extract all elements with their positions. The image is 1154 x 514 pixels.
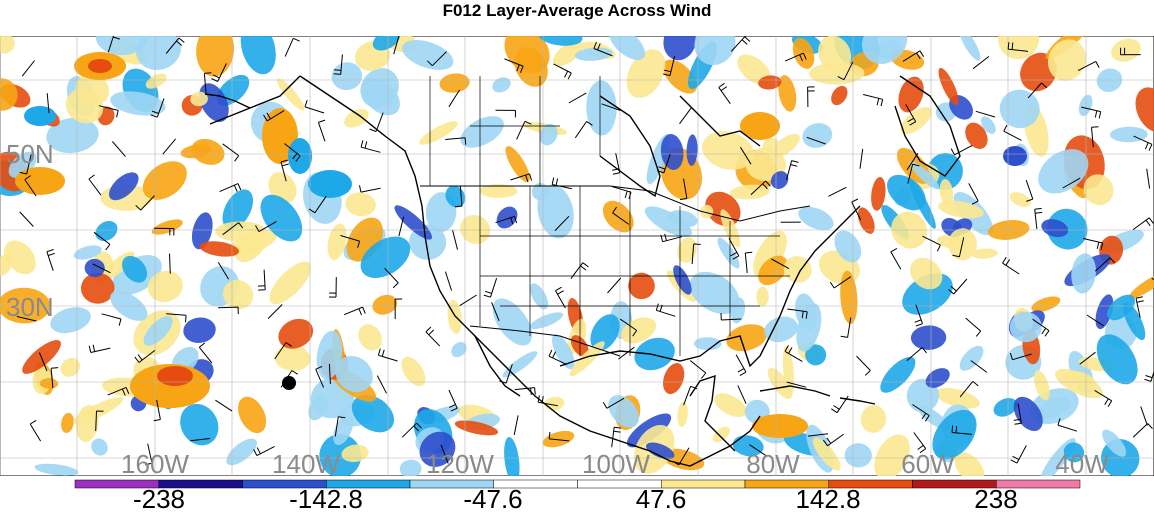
station-marker: [282, 376, 296, 390]
shaded-region: [15, 167, 65, 195]
colorbar-label: 238: [974, 486, 1017, 512]
map-title: F012 Layer-Average Across Wind: [0, 0, 1154, 22]
lat-label-50n: 50N: [6, 141, 54, 167]
lon-label-160w: 160W: [121, 451, 189, 477]
colorbar-label: -238: [133, 486, 185, 512]
shaded-region: [752, 414, 808, 438]
lon-label-140w: 140W: [272, 451, 340, 477]
forecast-map: [0, 36, 1154, 476]
lon-label-80w: 80W: [746, 451, 799, 477]
colorbar-label: 142.8: [795, 486, 860, 512]
colorbar-label: -142.8: [289, 486, 363, 512]
shaded-region: [24, 106, 56, 126]
shaded-region: [308, 170, 352, 198]
lon-label-40w: 40W: [1055, 451, 1108, 477]
colorbar-label: -47.6: [463, 486, 522, 512]
lat-label-30n: 30N: [6, 294, 54, 320]
lon-label-60w: 60W: [901, 451, 954, 477]
lon-label-100w: 100W: [582, 451, 650, 477]
shaded-region: [88, 59, 112, 73]
colorbar-label: 47.6: [636, 486, 687, 512]
lon-label-120w: 120W: [426, 451, 494, 477]
shaded-region: [157, 366, 193, 386]
shaded-region: [1003, 146, 1027, 166]
